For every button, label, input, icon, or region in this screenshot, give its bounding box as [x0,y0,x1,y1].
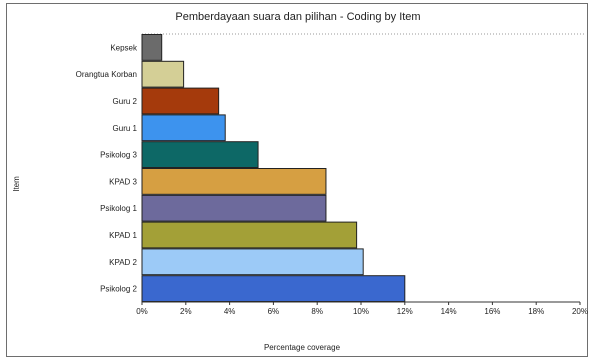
bar-kpad-3 [141,168,327,195]
x-tick-label: 12% [397,307,413,316]
x-tick-label: 4% [224,307,236,316]
x-tick-label: 0% [136,307,148,316]
y-axis-label: Item [12,176,21,192]
bar-psikolog-3 [141,141,259,168]
x-axis-label: Percentage coverage [264,343,341,352]
category-label-guru-1: Guru 1 [113,124,138,133]
x-tick-label: 6% [268,307,280,316]
category-label-kpad-1: KPAD 1 [109,231,137,240]
chart-title: Pemberdayaan suara dan pilihan - Coding … [175,11,420,23]
x-tick-label: 14% [441,307,457,316]
category-label-kpad-2: KPAD 2 [109,258,137,267]
bar-psikolog-1 [141,194,327,222]
category-label-guru-2: Guru 2 [113,97,138,106]
x-tick-label: 10% [353,307,369,316]
bar-kpad-1 [141,221,358,249]
x-tick-label: 2% [180,307,192,316]
x-tick-label: 8% [311,307,323,316]
category-label-kepsek: Kepsek [110,43,138,52]
category-label-psikolog-3: Psikolog 3 [100,151,137,160]
x-tick-label: 16% [484,307,500,316]
category-label-orangtua-korban: Orangtua Korban [76,70,137,79]
bar-guru-2 [141,87,220,115]
x-tick-label: 18% [528,307,544,316]
x-tick-labels: 0% 2% 4% 6% 8% 10% 12% 14% 16% 18% 20% [136,302,588,316]
category-label-psikolog-1: Psikolog 1 [100,204,137,213]
category-label-psikolog-2: Psikolog 2 [100,285,137,294]
bar-kpad-2 [141,248,364,276]
bars-group [141,34,406,303]
bar-kepsek [141,34,163,61]
bar-orangtua-korban [141,60,185,88]
bar-guru-1 [141,114,226,142]
category-label-kpad-3: KPAD 3 [109,177,137,186]
x-tick-label: 20% [572,307,588,316]
bar-psikolog-2 [141,275,406,303]
category-labels: Kepsek Orangtua Korban Guru 2 Guru 1 Psikolo… [76,43,138,293]
